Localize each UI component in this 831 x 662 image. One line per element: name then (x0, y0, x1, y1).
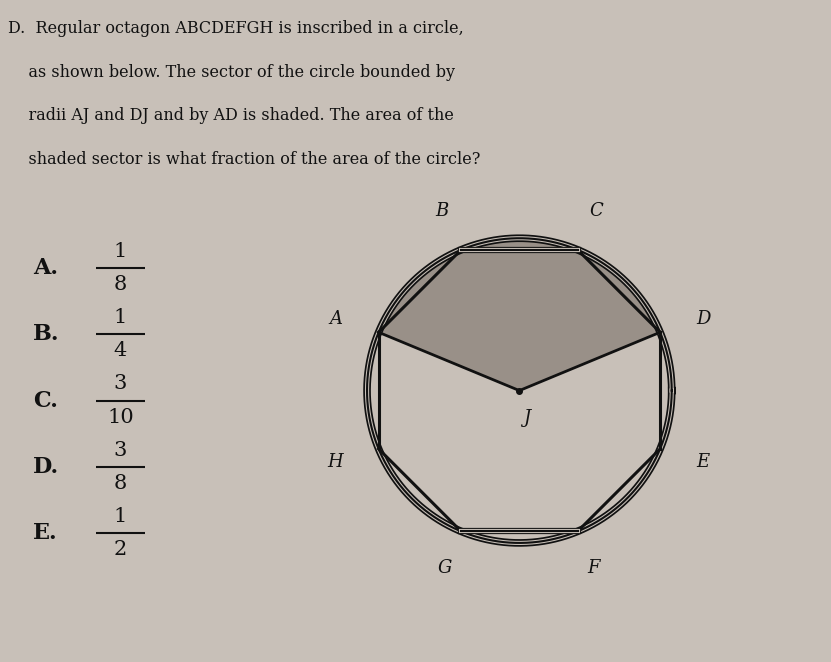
Text: C.: C. (33, 389, 58, 412)
Text: J: J (524, 409, 531, 427)
Text: A: A (329, 310, 342, 328)
Text: 1: 1 (114, 507, 127, 526)
Text: C: C (590, 203, 603, 220)
Text: 2: 2 (114, 540, 127, 559)
Text: shaded sector is what fraction of the area of the circle?: shaded sector is what fraction of the ar… (8, 151, 480, 168)
Text: D: D (696, 310, 711, 328)
Text: 8: 8 (114, 474, 127, 493)
Text: G: G (438, 559, 452, 577)
Text: B.: B. (33, 323, 60, 346)
Text: radii AJ and DJ and by AD is shaded. The area of the: radii AJ and DJ and by AD is shaded. The… (8, 107, 455, 124)
Text: 10: 10 (107, 408, 134, 426)
Text: H: H (327, 453, 343, 471)
Text: F: F (588, 559, 600, 577)
Text: 4: 4 (114, 342, 127, 360)
Text: E.: E. (33, 522, 58, 544)
Text: E: E (696, 453, 710, 471)
Text: D.: D. (33, 455, 59, 478)
Text: 1: 1 (114, 242, 127, 261)
Wedge shape (379, 238, 660, 391)
Text: 1: 1 (114, 308, 127, 327)
Text: A.: A. (33, 257, 58, 279)
Text: B: B (435, 203, 449, 220)
Text: 3: 3 (114, 375, 127, 393)
Text: 8: 8 (114, 275, 127, 294)
Text: 3: 3 (114, 441, 127, 459)
Text: as shown below. The sector of the circle bounded by: as shown below. The sector of the circle… (8, 64, 455, 81)
Text: D.  Regular octagon ABCDEFGH is inscribed in a circle,: D. Regular octagon ABCDEFGH is inscribed… (8, 20, 464, 37)
